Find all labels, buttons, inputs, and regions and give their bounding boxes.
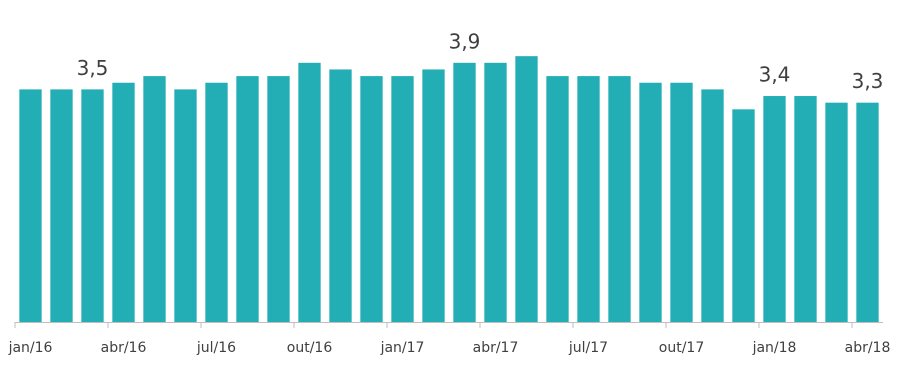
bar — [639, 82, 662, 322]
x-tick-label: out/16 — [287, 340, 333, 356]
x-tick-label: jan/17 — [380, 340, 425, 356]
bar — [19, 89, 42, 322]
bar — [856, 102, 879, 322]
bar — [453, 62, 476, 322]
bar — [143, 76, 166, 323]
bar — [205, 82, 228, 322]
x-tick-label: out/17 — [659, 340, 704, 356]
x-tick-label: jan/18 — [752, 340, 797, 356]
bar — [577, 76, 600, 323]
bar — [298, 62, 321, 322]
bar — [112, 82, 135, 322]
x-tick-label: abr/18 — [845, 340, 891, 356]
bar — [794, 96, 817, 323]
x-tick-label: jan/16 — [8, 340, 53, 356]
value-label: 3,5 — [77, 56, 109, 80]
bar — [515, 56, 538, 323]
bar — [546, 76, 569, 323]
x-tick-label: jul/16 — [196, 340, 236, 356]
bar — [732, 109, 755, 322]
bar — [50, 89, 73, 322]
bar — [701, 89, 724, 322]
value-label: 3,3 — [852, 69, 884, 93]
bar — [391, 76, 414, 323]
bar — [825, 102, 848, 322]
bar — [608, 76, 631, 323]
bar — [329, 69, 352, 322]
x-tick-label: abr/17 — [473, 340, 519, 356]
value-label: 3,9 — [449, 29, 481, 53]
bar — [422, 69, 445, 322]
bar — [360, 76, 383, 323]
bar — [174, 89, 197, 322]
bar — [236, 76, 259, 323]
bar — [267, 76, 290, 323]
bar — [670, 82, 693, 322]
value-label: 3,4 — [759, 63, 791, 87]
bar — [763, 96, 786, 323]
bar — [484, 62, 507, 322]
x-tick-label: jul/17 — [568, 340, 608, 356]
x-tick-label: abr/16 — [101, 340, 147, 356]
bar — [81, 89, 104, 322]
